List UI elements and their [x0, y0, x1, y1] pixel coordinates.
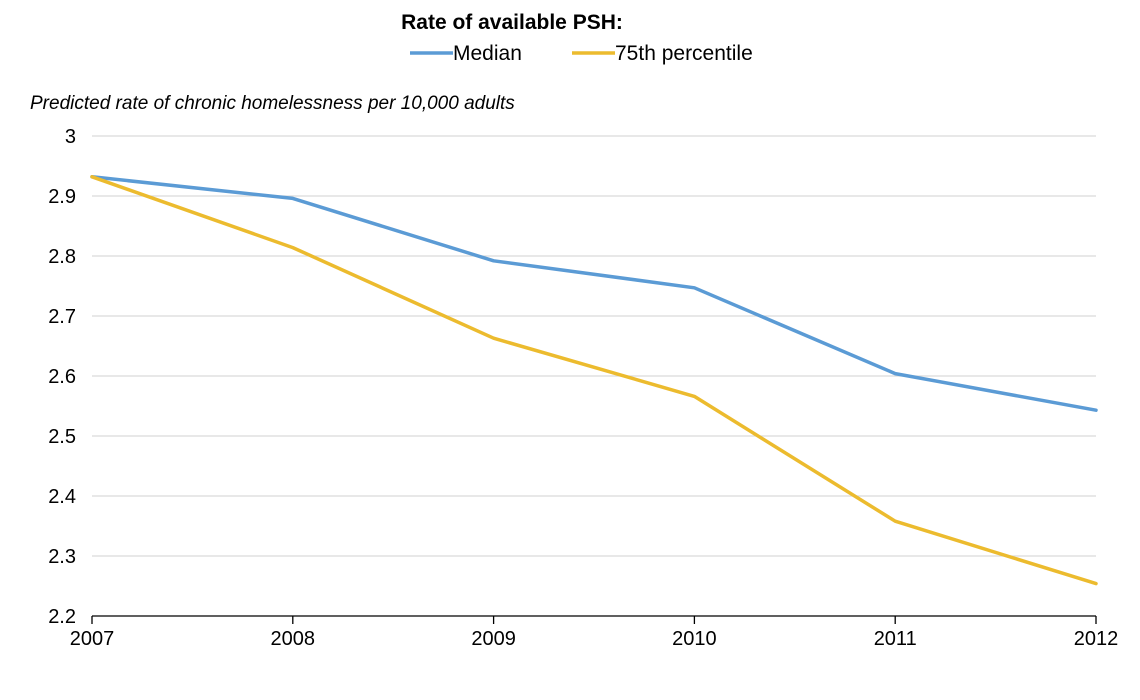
- legend-title: Rate of available PSH:: [401, 11, 623, 34]
- y-tick-label: 2.4: [48, 486, 76, 508]
- legend-label: 75th percentile: [615, 42, 753, 65]
- series-line-median: [90, 175, 1098, 412]
- legend-label: Median: [453, 42, 522, 65]
- x-tick-label: 2007: [70, 628, 115, 650]
- gridlines: [92, 135, 1096, 557]
- y-tick-label: 3: [65, 126, 76, 148]
- y-tick-label: 2.2: [48, 606, 76, 628]
- y-tick-label: 2.6: [48, 366, 76, 388]
- x-tick-label: 2010: [672, 628, 717, 650]
- y-tick-label: 2.3: [48, 546, 76, 568]
- x-axis: 2007 2008 2009 2010 2011 2012: [70, 615, 1119, 650]
- x-tick-label: 2008: [271, 628, 316, 650]
- y-axis-caption: Predicted rate of chronic homelessness p…: [30, 93, 515, 114]
- x-tick-label: 2012: [1074, 628, 1119, 650]
- series-line-75th-percentile: [90, 175, 1098, 586]
- y-tick-label: 2.5: [48, 426, 76, 448]
- y-axis-ticks: 2.2 2.3 2.4 2.5 2.6 2.7 2.8 2.9 3: [48, 126, 76, 628]
- x-tick-label: 2009: [471, 628, 516, 650]
- y-tick-label: 2.9: [48, 186, 76, 208]
- x-tick-label: 2011: [874, 628, 917, 650]
- y-tick-label: 2.7: [48, 306, 76, 328]
- series-group: [90, 175, 1098, 586]
- legend: Median 75th percentile: [410, 42, 753, 65]
- y-tick-label: 2.8: [48, 246, 76, 268]
